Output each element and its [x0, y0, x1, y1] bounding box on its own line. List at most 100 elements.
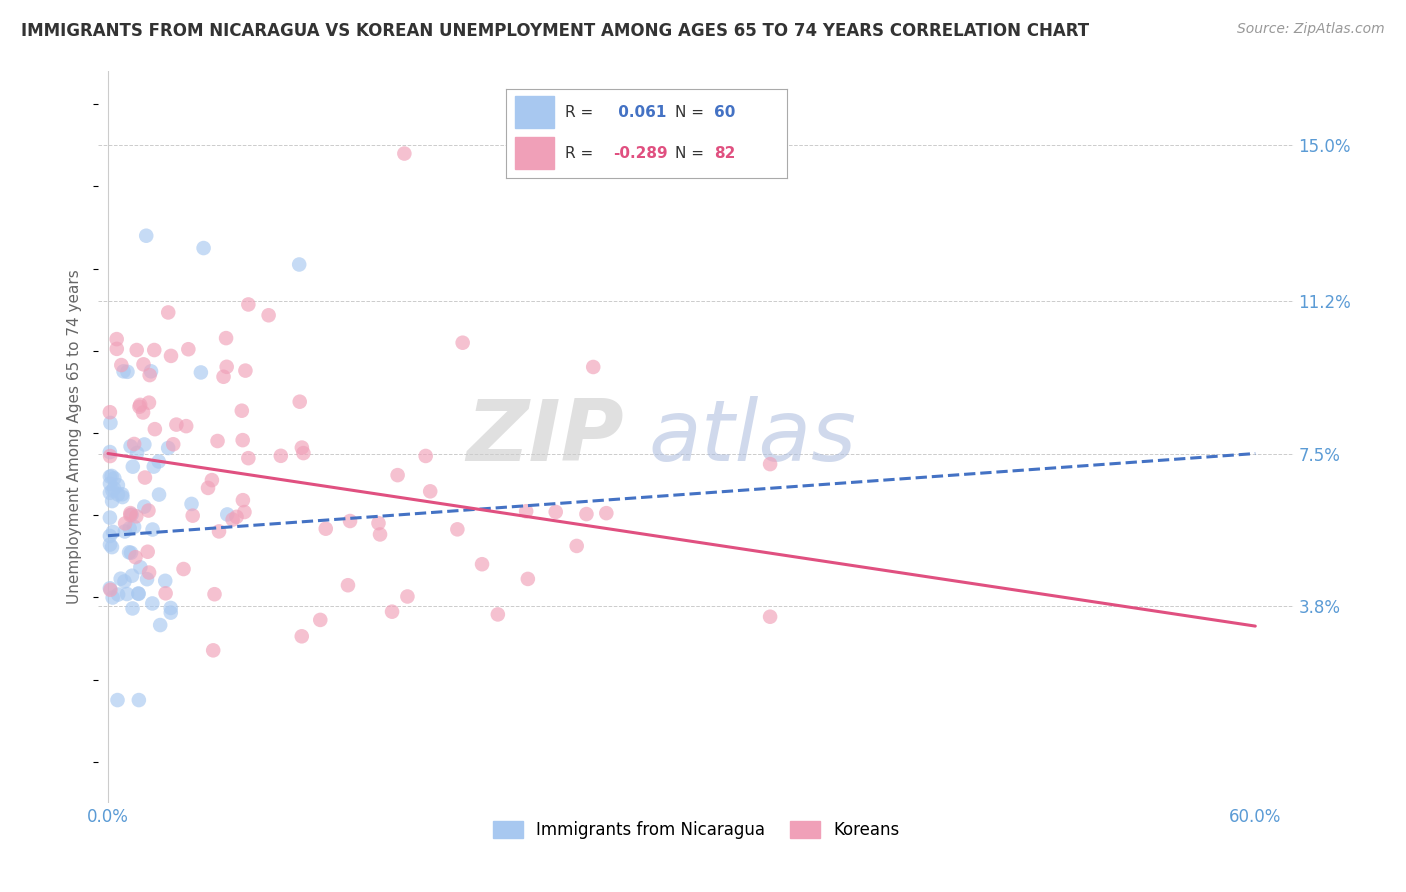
Legend: Immigrants from Nicaragua, Koreans: Immigrants from Nicaragua, Koreans	[486, 814, 905, 846]
Point	[132, 405, 155, 419]
Point	[101, 483, 124, 498]
Point	[107, 693, 129, 707]
Text: ZIP: ZIP	[467, 395, 624, 479]
Point	[120, 508, 142, 522]
Point	[129, 398, 152, 412]
Point	[215, 331, 238, 345]
Point	[98, 476, 121, 491]
Point	[103, 482, 125, 496]
Bar	[515, 96, 554, 128]
Point	[288, 394, 311, 409]
Point	[115, 587, 138, 601]
Point	[415, 449, 437, 463]
Point	[114, 574, 136, 589]
Point	[381, 605, 404, 619]
Point	[105, 332, 128, 346]
Point	[98, 529, 121, 543]
Point	[292, 446, 315, 460]
Point	[238, 451, 260, 466]
Point	[101, 591, 124, 605]
Point	[128, 693, 150, 707]
Point	[98, 510, 121, 524]
Point	[136, 572, 159, 586]
Point	[215, 359, 238, 374]
Point	[98, 405, 121, 419]
Point	[107, 487, 129, 501]
Text: 0.061: 0.061	[613, 105, 666, 120]
Point	[173, 562, 195, 576]
Point	[111, 490, 134, 504]
Point	[595, 506, 617, 520]
Point	[155, 574, 177, 588]
Text: N =: N =	[675, 105, 704, 120]
Point	[134, 500, 156, 514]
Point	[148, 487, 170, 501]
Point	[142, 523, 165, 537]
Point	[107, 478, 129, 492]
Point	[516, 572, 538, 586]
Point	[124, 550, 146, 565]
Point	[238, 297, 260, 311]
Point	[157, 441, 180, 455]
Point	[98, 469, 121, 483]
Point	[148, 454, 170, 468]
Point	[101, 494, 124, 508]
Point	[197, 481, 219, 495]
Point	[98, 538, 121, 552]
Point	[143, 343, 166, 357]
Point	[120, 506, 142, 520]
Point	[114, 524, 136, 539]
Point	[180, 497, 202, 511]
Point	[134, 470, 156, 484]
Point	[190, 366, 212, 380]
Y-axis label: Unemployment Among Ages 65 to 74 years: Unemployment Among Ages 65 to 74 years	[67, 269, 83, 605]
Point	[339, 514, 361, 528]
Point	[486, 607, 509, 622]
Point	[120, 439, 142, 453]
Point	[221, 512, 243, 526]
Text: N =: N =	[675, 146, 704, 161]
Point	[98, 449, 121, 463]
Point	[231, 403, 253, 417]
Point	[118, 545, 141, 559]
Point	[232, 493, 254, 508]
Point	[193, 241, 215, 255]
Point	[162, 437, 184, 451]
Point	[103, 471, 125, 485]
Point	[291, 629, 314, 643]
Point	[101, 524, 124, 539]
Point	[98, 445, 121, 459]
Point	[235, 363, 257, 377]
Point	[451, 335, 474, 350]
Point	[368, 527, 391, 541]
Point	[165, 417, 187, 432]
Point	[98, 582, 121, 596]
Point	[309, 613, 332, 627]
Text: atlas: atlas	[648, 395, 856, 479]
Point	[177, 343, 200, 357]
Point	[134, 437, 156, 451]
Point	[138, 566, 160, 580]
Point	[446, 522, 468, 536]
Point	[181, 508, 204, 523]
Point	[582, 359, 605, 374]
Point	[396, 590, 419, 604]
Point	[125, 509, 148, 524]
Point	[233, 505, 256, 519]
Point	[129, 560, 152, 574]
Point	[120, 546, 142, 560]
Point	[157, 305, 180, 319]
Point	[394, 146, 416, 161]
Text: R =: R =	[565, 105, 593, 120]
Point	[257, 308, 280, 322]
Text: IMMIGRANTS FROM NICARAGUA VS KOREAN UNEMPLOYMENT AMONG AGES 65 TO 74 YEARS CORRE: IMMIGRANTS FROM NICARAGUA VS KOREAN UNEM…	[21, 22, 1090, 40]
Point	[110, 358, 132, 372]
Point	[105, 342, 128, 356]
Point	[159, 606, 181, 620]
Point	[128, 400, 150, 414]
Point	[132, 357, 155, 371]
Point	[121, 508, 143, 522]
Point	[112, 364, 135, 378]
Point	[98, 486, 121, 500]
Bar	[515, 137, 554, 169]
